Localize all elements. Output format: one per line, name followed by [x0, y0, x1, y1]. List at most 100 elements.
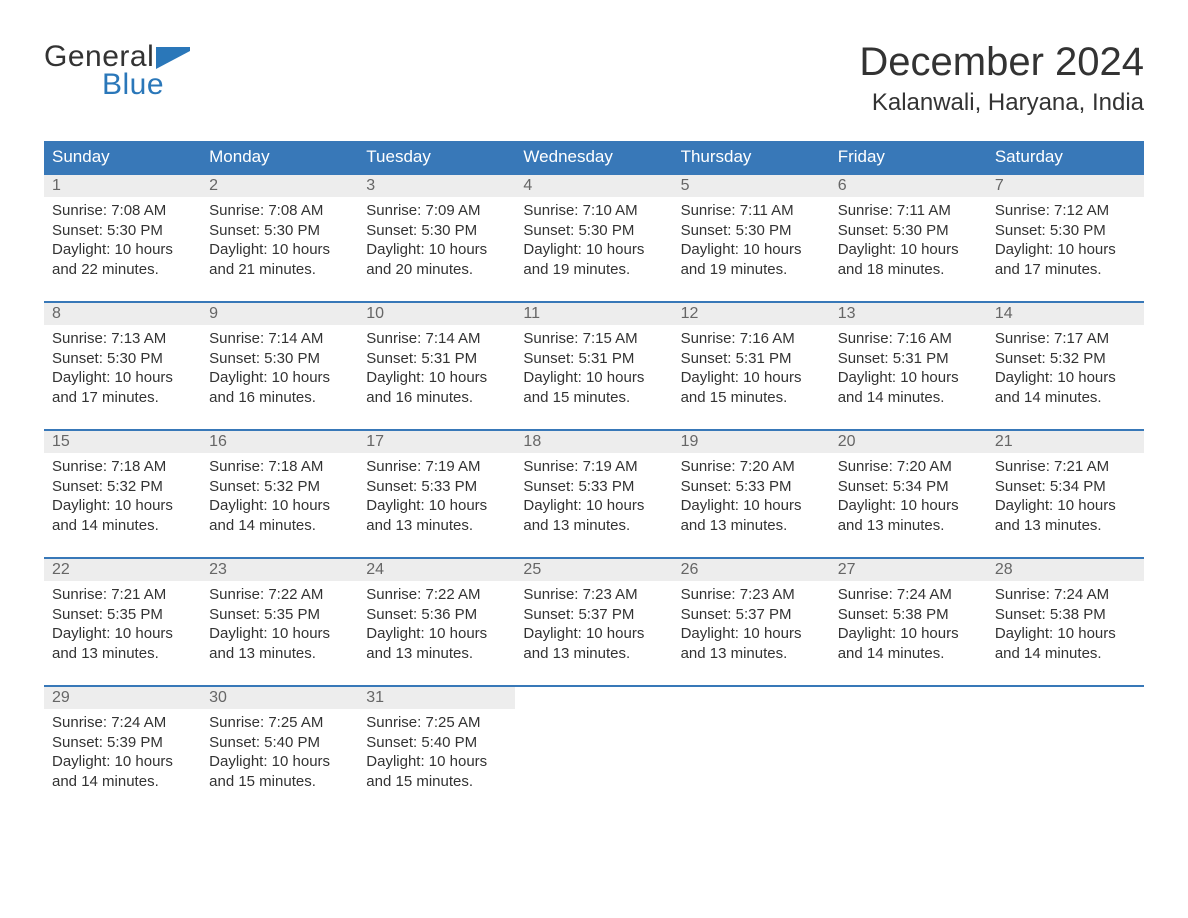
- logo: General Blue: [44, 40, 190, 102]
- day-details: Sunrise: 7:24 AMSunset: 5:39 PMDaylight:…: [52, 713, 193, 791]
- day-details: Sunrise: 7:18 AMSunset: 5:32 PMDaylight:…: [52, 457, 193, 535]
- day-cell: 19Sunrise: 7:20 AMSunset: 5:33 PMDayligh…: [673, 431, 830, 557]
- day-details: Sunrise: 7:16 AMSunset: 5:31 PMDaylight:…: [681, 329, 822, 407]
- day-number: 4: [515, 175, 672, 197]
- day-day2: and 14 minutes.: [52, 516, 193, 536]
- day-number: 18: [515, 431, 672, 453]
- logo-text-bottom: Blue: [102, 68, 190, 102]
- day-day2: and 14 minutes.: [995, 388, 1136, 408]
- day-number: [673, 687, 830, 709]
- week-row: 8Sunrise: 7:13 AMSunset: 5:30 PMDaylight…: [44, 301, 1144, 429]
- day-details: Sunrise: 7:20 AMSunset: 5:33 PMDaylight:…: [681, 457, 822, 535]
- day-details: Sunrise: 7:08 AMSunset: 5:30 PMDaylight:…: [209, 201, 350, 279]
- day-sunset: Sunset: 5:30 PM: [209, 349, 350, 369]
- day-sunset: Sunset: 5:35 PM: [209, 605, 350, 625]
- day-day1: Daylight: 10 hours: [52, 624, 193, 644]
- day-details: Sunrise: 7:11 AMSunset: 5:30 PMDaylight:…: [838, 201, 979, 279]
- day-day2: and 17 minutes.: [52, 388, 193, 408]
- day-day1: Daylight: 10 hours: [52, 496, 193, 516]
- day-day2: and 13 minutes.: [681, 516, 822, 536]
- day-cell: 9 Sunrise: 7:14 AMSunset: 5:30 PMDaylight…: [201, 303, 358, 429]
- day-number: 16: [201, 431, 358, 453]
- week-row: 1Sunrise: 7:08 AMSunset: 5:30 PMDaylight…: [44, 173, 1144, 301]
- day-cell: 26Sunrise: 7:23 AMSunset: 5:37 PMDayligh…: [673, 559, 830, 685]
- day-day2: and 21 minutes.: [209, 260, 350, 280]
- day-day1: Daylight: 10 hours: [523, 240, 664, 260]
- day-sunrise: Sunrise: 7:24 AM: [52, 713, 193, 733]
- day-cell: 23Sunrise: 7:22 AMSunset: 5:35 PMDayligh…: [201, 559, 358, 685]
- dow-saturday: Saturday: [987, 141, 1144, 173]
- day-day2: and 16 minutes.: [209, 388, 350, 408]
- day-sunrise: Sunrise: 7:14 AM: [209, 329, 350, 349]
- day-day2: and 15 minutes.: [681, 388, 822, 408]
- day-day2: and 14 minutes.: [838, 388, 979, 408]
- day-sunset: Sunset: 5:39 PM: [52, 733, 193, 753]
- day-details: Sunrise: 7:24 AMSunset: 5:38 PMDaylight:…: [995, 585, 1136, 663]
- day-number: [830, 687, 987, 709]
- day-sunset: Sunset: 5:34 PM: [838, 477, 979, 497]
- day-number: 21: [987, 431, 1144, 453]
- day-day1: Daylight: 10 hours: [681, 496, 822, 516]
- day-details: Sunrise: 7:25 AMSunset: 5:40 PMDaylight:…: [366, 713, 507, 791]
- day-day1: Daylight: 10 hours: [209, 496, 350, 516]
- day-day2: and 13 minutes.: [366, 644, 507, 664]
- day-details: Sunrise: 7:22 AMSunset: 5:35 PMDaylight:…: [209, 585, 350, 663]
- day-cell: 28Sunrise: 7:24 AMSunset: 5:38 PMDayligh…: [987, 559, 1144, 685]
- day-cell: 21Sunrise: 7:21 AMSunset: 5:34 PMDayligh…: [987, 431, 1144, 557]
- day-cell: 11Sunrise: 7:15 AMSunset: 5:31 PMDayligh…: [515, 303, 672, 429]
- day-sunset: Sunset: 5:30 PM: [995, 221, 1136, 241]
- day-details: Sunrise: 7:08 AMSunset: 5:30 PMDaylight:…: [52, 201, 193, 279]
- day-day1: Daylight: 10 hours: [523, 624, 664, 644]
- week-row: 29Sunrise: 7:24 AMSunset: 5:39 PMDayligh…: [44, 685, 1144, 813]
- day-sunset: Sunset: 5:32 PM: [52, 477, 193, 497]
- day-sunrise: Sunrise: 7:11 AM: [681, 201, 822, 221]
- day-sunset: Sunset: 5:38 PM: [838, 605, 979, 625]
- day-day1: Daylight: 10 hours: [366, 752, 507, 772]
- day-day1: Daylight: 10 hours: [209, 368, 350, 388]
- day-day2: and 16 minutes.: [366, 388, 507, 408]
- day-day2: and 13 minutes.: [366, 516, 507, 536]
- day-day1: Daylight: 10 hours: [681, 240, 822, 260]
- header: General Blue December 2024 Kalanwali, Ha…: [44, 40, 1144, 117]
- day-cell: 4Sunrise: 7:10 AMSunset: 5:30 PMDaylight…: [515, 175, 672, 301]
- day-sunrise: Sunrise: 7:22 AM: [209, 585, 350, 605]
- day-sunset: Sunset: 5:33 PM: [681, 477, 822, 497]
- day-cell: 12 Sunrise: 7:16 AMSunset: 5:31 PMDayligh…: [673, 303, 830, 429]
- day-sunrise: Sunrise: 7:15 AM: [523, 329, 664, 349]
- day-sunset: Sunset: 5:34 PM: [995, 477, 1136, 497]
- day-number: 9: [201, 303, 358, 325]
- day-sunrise: Sunrise: 7:20 AM: [681, 457, 822, 477]
- day-cell: 18 Sunrise: 7:19 AMSunset: 5:33 PMDayligh…: [515, 431, 672, 557]
- day-day2: and 17 minutes.: [995, 260, 1136, 280]
- day-details: Sunrise: 7:19 AMSunset: 5:33 PMDaylight:…: [523, 457, 664, 535]
- day-day2: and 20 minutes.: [366, 260, 507, 280]
- day-sunrise: Sunrise: 7:23 AM: [523, 585, 664, 605]
- day-day2: and 13 minutes.: [523, 644, 664, 664]
- day-number: 22: [44, 559, 201, 581]
- day-day1: Daylight: 10 hours: [366, 496, 507, 516]
- day-day1: Daylight: 10 hours: [52, 240, 193, 260]
- day-cell: 3Sunrise: 7:09 AMSunset: 5:30 PMDaylight…: [358, 175, 515, 301]
- day-day1: Daylight: 10 hours: [209, 624, 350, 644]
- day-number: 25: [515, 559, 672, 581]
- day-sunrise: Sunrise: 7:22 AM: [366, 585, 507, 605]
- day-day2: and 22 minutes.: [52, 260, 193, 280]
- day-day2: and 13 minutes.: [838, 516, 979, 536]
- day-sunrise: Sunrise: 7:13 AM: [52, 329, 193, 349]
- day-number: 20: [830, 431, 987, 453]
- day-sunrise: Sunrise: 7:17 AM: [995, 329, 1136, 349]
- day-details: Sunrise: 7:16 AMSunset: 5:31 PMDaylight:…: [838, 329, 979, 407]
- day-day1: Daylight: 10 hours: [838, 368, 979, 388]
- day-number: 24: [358, 559, 515, 581]
- day-cell: [830, 687, 987, 813]
- day-day2: and 14 minutes.: [838, 644, 979, 664]
- day-day2: and 15 minutes.: [209, 772, 350, 792]
- day-day1: Daylight: 10 hours: [209, 752, 350, 772]
- day-day1: Daylight: 10 hours: [995, 368, 1136, 388]
- day-number: 26: [673, 559, 830, 581]
- day-number: 12: [673, 303, 830, 325]
- day-cell: 6Sunrise: 7:11 AMSunset: 5:30 PMDaylight…: [830, 175, 987, 301]
- day-sunrise: Sunrise: 7:25 AM: [209, 713, 350, 733]
- day-day1: Daylight: 10 hours: [366, 368, 507, 388]
- day-details: Sunrise: 7:19 AMSunset: 5:33 PMDaylight:…: [366, 457, 507, 535]
